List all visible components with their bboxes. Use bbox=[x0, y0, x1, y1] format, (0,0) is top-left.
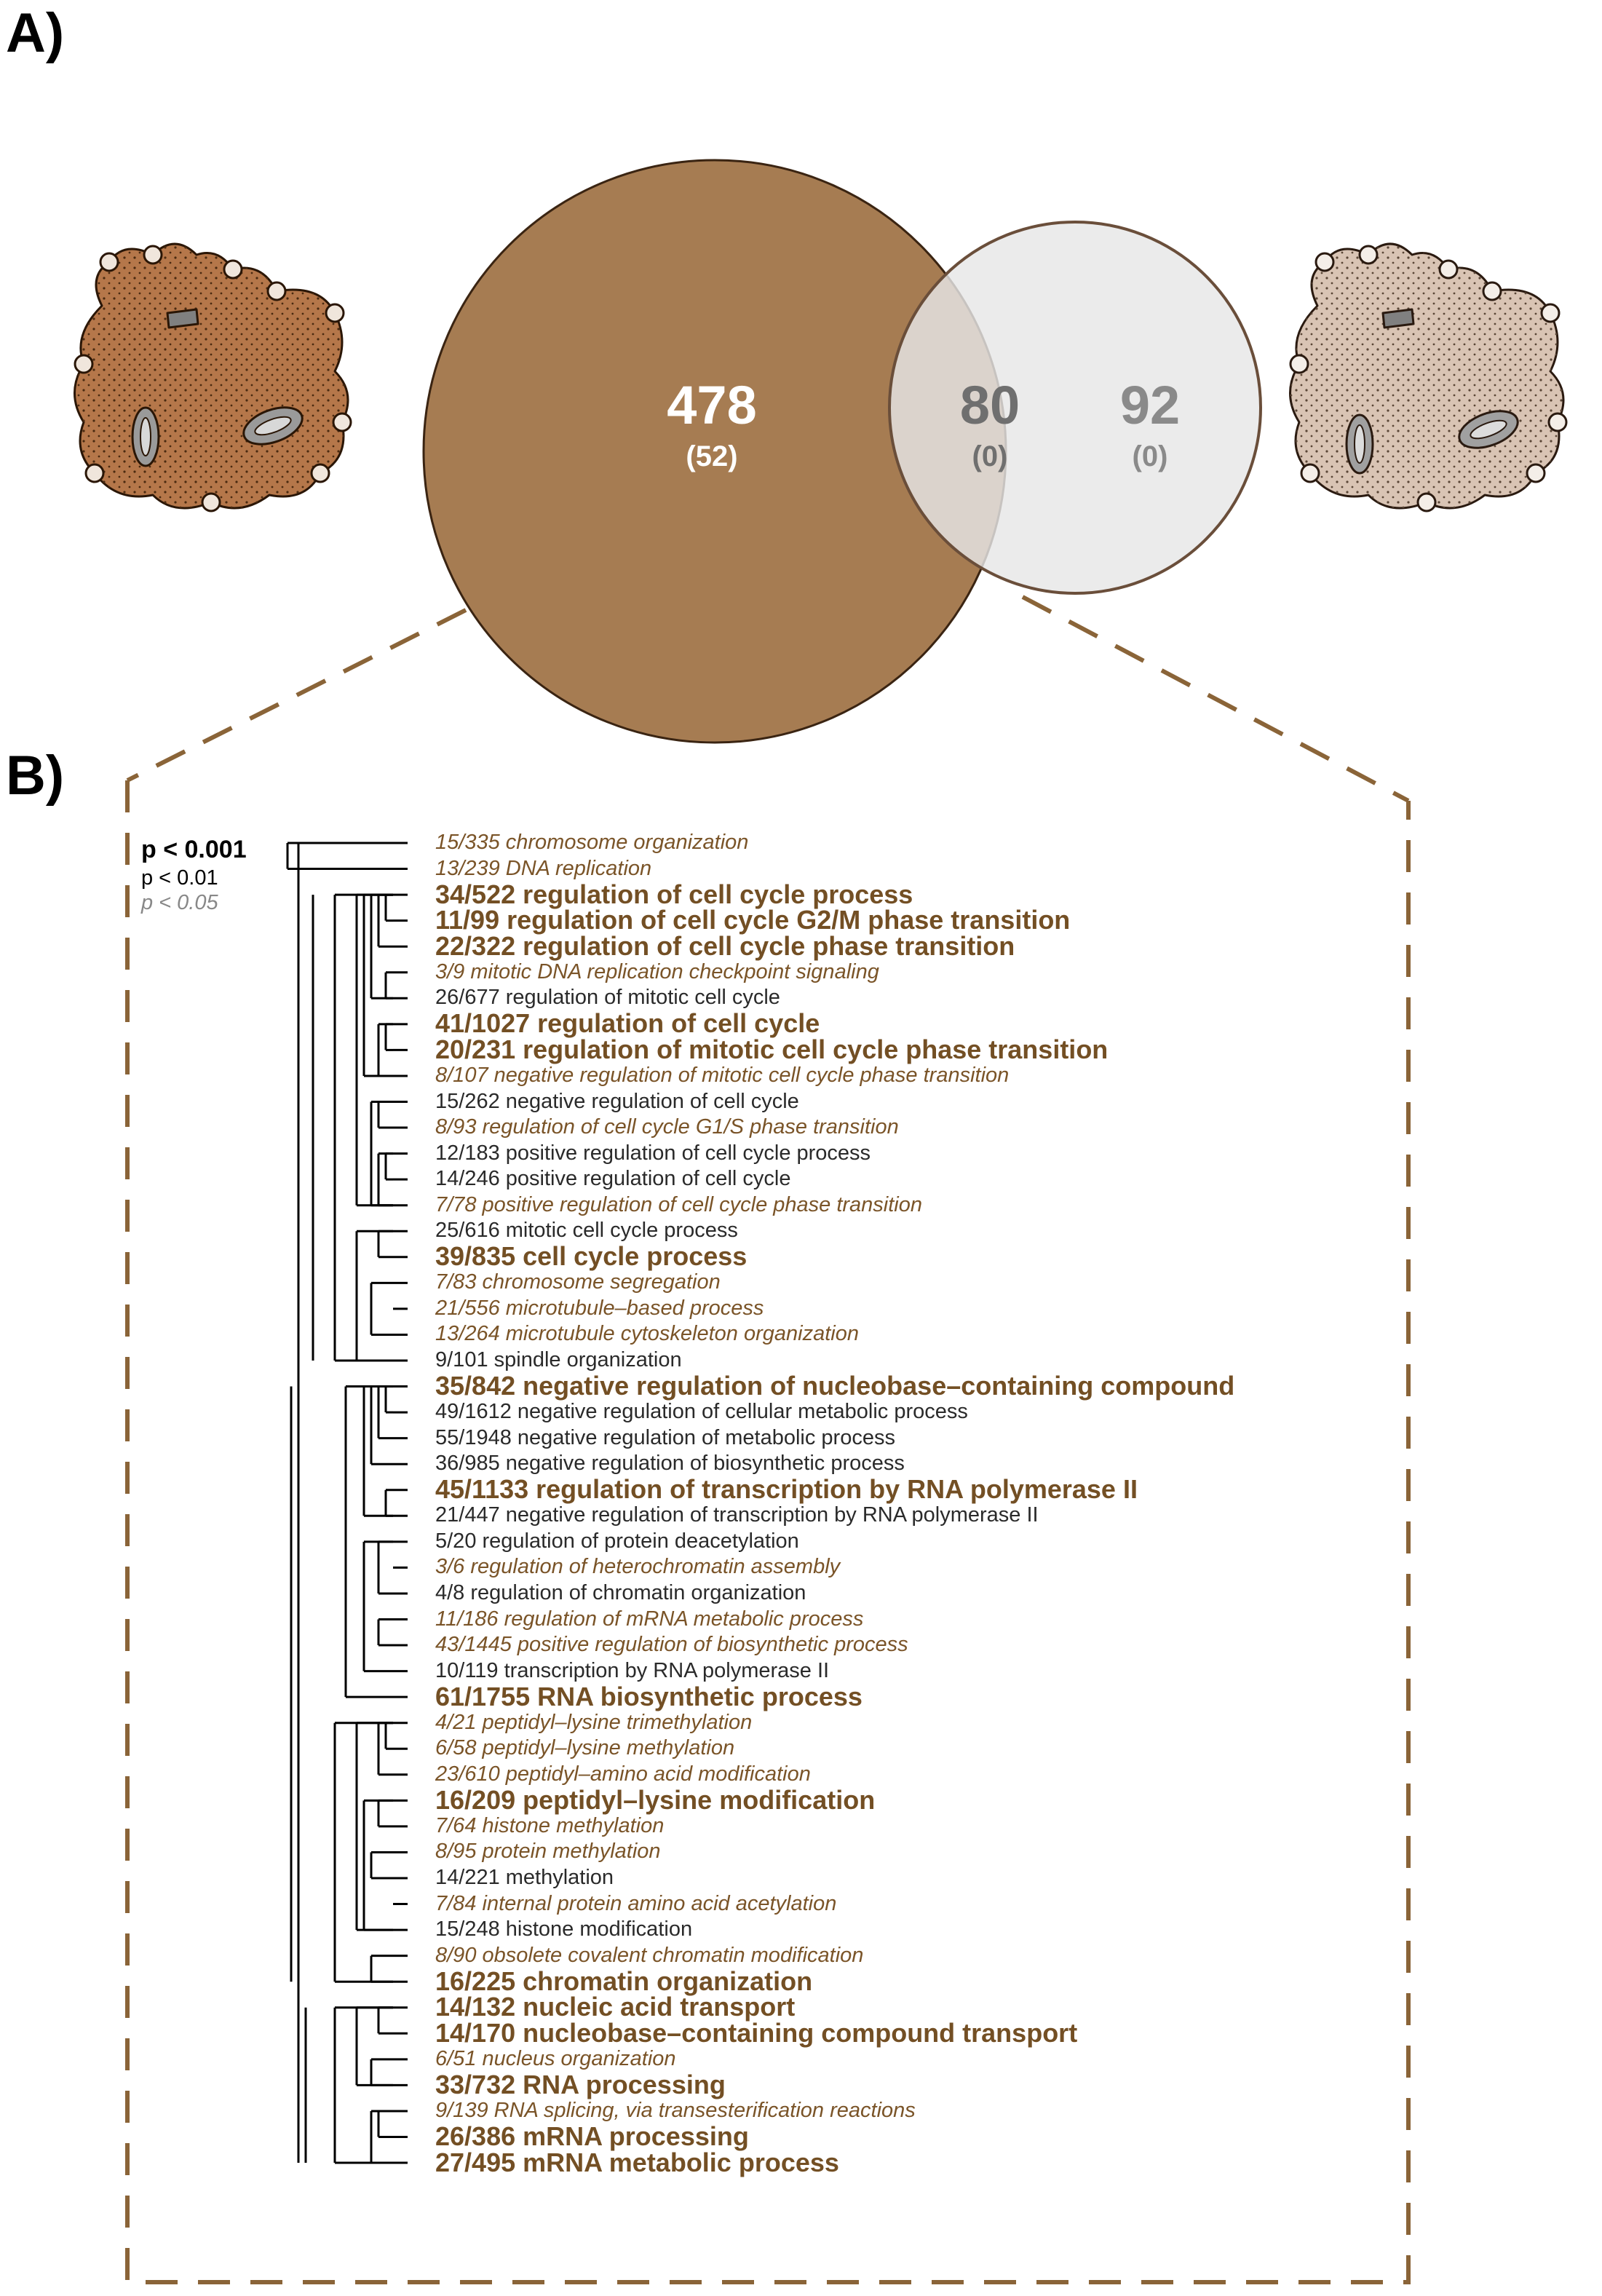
go-term-row: 41/1027 regulation of cell cycle bbox=[435, 1008, 820, 1039]
go-term-row: 21/556 microtubule–based process bbox=[435, 1296, 764, 1320]
legend-low: p < 0.05 bbox=[141, 891, 218, 914]
go-term-row: 11/186 regulation of mRNA metabolic proc… bbox=[435, 1607, 864, 1631]
go-term-row: 5/20 regulation of protein deacetylation bbox=[435, 1529, 799, 1553]
go-term-row: 20/231 regulation of mitotic cell cycle … bbox=[435, 1034, 1109, 1064]
go-term-row: 9/101 spindle organization bbox=[435, 1348, 682, 1371]
venn-overlap-sub: (0) bbox=[972, 440, 1008, 472]
go-term-row: 8/90 obsolete covalent chromatin modific… bbox=[435, 1943, 864, 1967]
go-term-row: 26/677 regulation of mitotic cell cycle bbox=[435, 986, 780, 1010]
go-term-row: 15/262 negative regulation of cell cycle bbox=[435, 1089, 799, 1113]
go-term-row: 3/9 mitotic DNA replication checkpoint s… bbox=[435, 959, 879, 983]
go-term-row: 27/495 mRNA metabolic process bbox=[435, 2147, 839, 2177]
go-term-row: 15/335 chromosome organization bbox=[435, 831, 749, 854]
go-term-row: 6/51 nucleus organization bbox=[435, 2046, 676, 2070]
go-term-row: 14/132 nucleic acid transport bbox=[435, 1992, 796, 2022]
go-term-row: 11/99 regulation of cell cycle G2/M phas… bbox=[435, 905, 1071, 935]
go-term-row: 8/93 regulation of cell cycle G1/S phase… bbox=[435, 1115, 899, 1139]
venn-left-sub: (52) bbox=[686, 440, 737, 472]
go-term-row: 49/1612 negative regulation of cellular … bbox=[435, 1400, 968, 1424]
go-term-row: 43/1445 positive regulation of biosynthe… bbox=[435, 1633, 908, 1657]
go-term-row: 21/447 negative regulation of transcript… bbox=[435, 1503, 1039, 1527]
go-term-row: 35/842 negative regulation of nucleobase… bbox=[435, 1371, 1235, 1401]
go-term-row: 61/1755 RNA biosynthetic process bbox=[435, 1681, 863, 1711]
go-term-row: 14/246 positive regulation of cell cycle bbox=[435, 1167, 791, 1191]
legend-high: p < 0.001 bbox=[141, 836, 247, 863]
zoom-box bbox=[125, 780, 1411, 2284]
go-term-row: 13/264 microtubule cytoskeleton organiza… bbox=[435, 1322, 859, 1346]
go-term-row: 3/6 regulation of heterochromatin assemb… bbox=[435, 1555, 841, 1579]
panel-b-label: B) bbox=[6, 745, 65, 807]
colony-illustration-left bbox=[74, 242, 352, 512]
go-term-row: 13/239 DNA replication bbox=[435, 856, 652, 880]
venn-diagram bbox=[422, 159, 1262, 744]
go-term-row: 36/985 negative regulation of biosynthet… bbox=[435, 1452, 905, 1476]
go-term-row: 26/386 mRNA processing bbox=[435, 2121, 749, 2151]
venn-right-sub: (0) bbox=[1133, 440, 1168, 472]
go-term-row: 39/835 cell cycle process bbox=[435, 1241, 748, 1272]
go-term-row: 23/610 peptidyl–amino acid modification bbox=[435, 1762, 811, 1786]
legend-mid: p < 0.01 bbox=[141, 866, 218, 890]
go-term-row: 45/1133 regulation of transcription by R… bbox=[435, 1474, 1138, 1505]
go-term-row: 10/119 transcription by RNA polymerase I… bbox=[435, 1658, 830, 1682]
go-term-row: 14/170 nucleobase–containing compound tr… bbox=[435, 2017, 1078, 2048]
go-term-row: 6/58 peptidyl–lysine methylation bbox=[435, 1736, 735, 1760]
go-term-row: 7/64 histone methylation bbox=[435, 1813, 665, 1837]
venn-overlap-count: 80 bbox=[960, 375, 1020, 435]
venn-left-count: 478 bbox=[667, 375, 756, 435]
colony-illustration-right bbox=[1289, 242, 1568, 512]
dendrogram bbox=[286, 842, 408, 2164]
go-term-row: 12/183 positive regulation of cell cycle… bbox=[435, 1141, 871, 1165]
go-term-row: 14/221 methylation bbox=[435, 1866, 614, 1889]
go-term-row: 4/8 regulation of chromatin organization bbox=[435, 1580, 806, 1604]
go-term-row: 7/83 chromosome segregation bbox=[435, 1270, 721, 1294]
zoom-connector bbox=[125, 595, 1411, 2284]
go-term-row: 55/1948 negative regulation of metabolic… bbox=[435, 1425, 895, 1449]
go-term-row: 16/225 chromatin organization bbox=[435, 1966, 813, 1996]
go-term-row: 16/209 peptidyl–lysine modification bbox=[435, 1784, 876, 1815]
go-term-row: 25/616 mitotic cell cycle process bbox=[435, 1219, 738, 1243]
go-term-row: 4/21 peptidyl–lysine trimethylation bbox=[435, 1710, 753, 1734]
go-term-row: 9/139 RNA splicing, via transesterificat… bbox=[435, 2098, 916, 2122]
go-term-row: 8/95 protein methylation bbox=[435, 1840, 661, 1864]
go-term-row: 8/107 negative regulation of mitotic cel… bbox=[435, 1063, 1010, 1087]
go-term-row: 7/78 positive regulation of cell cycle p… bbox=[435, 1192, 922, 1216]
go-term-row: 7/84 internal protein amino acid acetyla… bbox=[435, 1891, 837, 1915]
venn-right-count: 92 bbox=[1120, 375, 1180, 435]
panel-a-label: A) bbox=[6, 2, 65, 64]
go-term-row: 33/732 RNA processing bbox=[435, 2069, 726, 2099]
venn-right-circle bbox=[888, 221, 1262, 595]
go-term-row: 15/248 histone modification bbox=[435, 1917, 693, 1941]
go-term-row: 34/522 regulation of cell cycle process bbox=[435, 879, 913, 909]
go-term-row: 22/322 regulation of cell cycle phase tr… bbox=[435, 930, 1015, 961]
